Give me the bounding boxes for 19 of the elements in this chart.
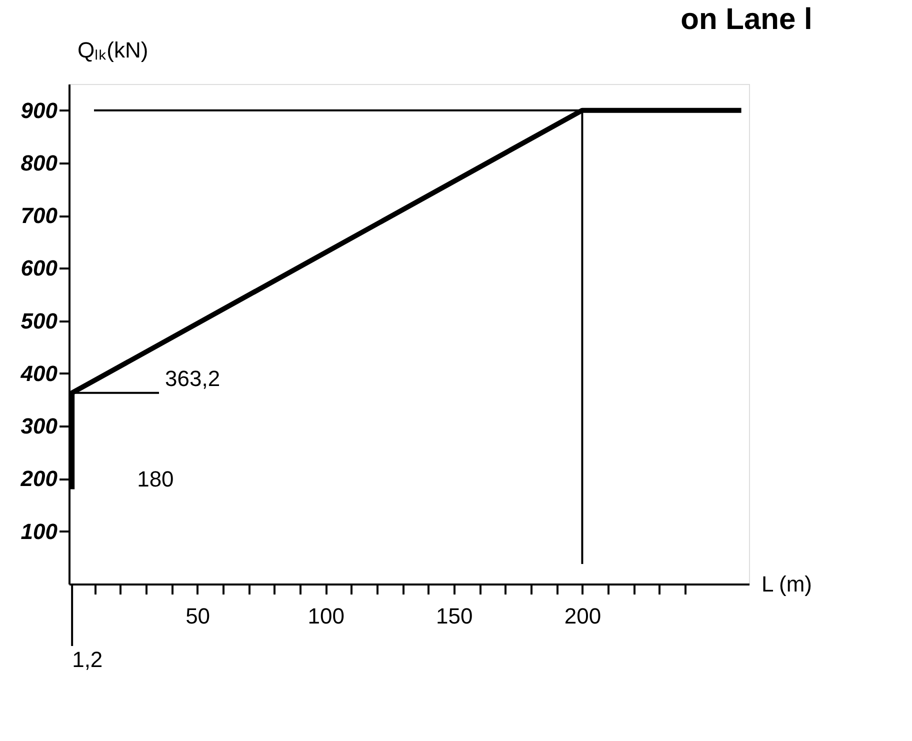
y-tick-label: 300: [20, 414, 58, 439]
x-tick-label: 100: [308, 604, 344, 628]
y-axis-title: Qₗₖ(kN): [78, 38, 148, 62]
y-tick-label: 500: [20, 308, 58, 334]
y-tick-label: 900: [20, 98, 58, 123]
x-tick-label: 150: [436, 604, 473, 628]
ref-line-label: 363,2: [165, 366, 220, 391]
annotation: 180: [137, 466, 174, 492]
y-tick-label: 400: [20, 360, 58, 386]
x-tick-label: 50: [186, 604, 210, 628]
y-tick-label: 800: [20, 150, 58, 176]
x-axis-title: L (m): [762, 572, 812, 596]
ref-line-label: 1,2: [72, 647, 103, 672]
chart-title: on Lane l: [680, 3, 812, 36]
y-tick-label: 600: [20, 256, 58, 281]
x-tick-label: 200: [564, 604, 602, 628]
y-tick-label: 100: [20, 518, 58, 544]
y-tick-label: 200: [20, 466, 58, 492]
y-tick-label: 700: [20, 203, 58, 228]
